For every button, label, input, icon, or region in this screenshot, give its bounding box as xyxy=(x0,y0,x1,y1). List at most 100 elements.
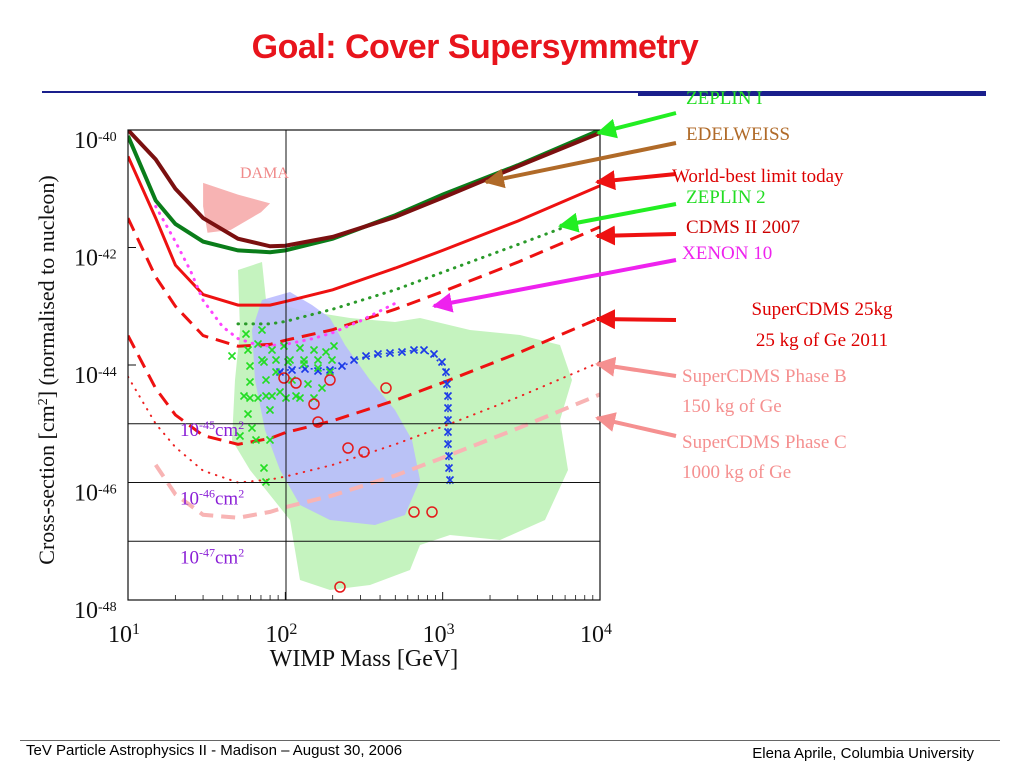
blue-cross-marker xyxy=(437,357,447,367)
arrow-supercdms25 xyxy=(595,309,677,330)
blue-cross-marker xyxy=(337,361,347,371)
arrow-xenon10 xyxy=(432,258,677,313)
red-circle-marker xyxy=(324,374,336,386)
legend-cdms2007: CDMS II 2007 xyxy=(686,217,800,238)
red-circle-marker xyxy=(290,377,302,389)
blue-cross-marker xyxy=(444,463,454,473)
green-cross-marker xyxy=(261,375,271,385)
green-cross-marker xyxy=(267,345,277,355)
blue-cross-marker xyxy=(443,403,453,413)
blue-cross-marker xyxy=(349,355,359,365)
green-cross-marker xyxy=(247,423,257,433)
green-cross-marker xyxy=(325,367,335,377)
red-circle-marker xyxy=(308,398,320,410)
series-line-zeplin-2 xyxy=(236,225,567,326)
model-region-blue xyxy=(252,292,420,525)
arrow-zeplin2 xyxy=(558,202,677,233)
series-line-edelweiss xyxy=(128,130,600,249)
blue-cross-marker xyxy=(443,415,453,425)
green-cross-marker xyxy=(303,379,313,389)
slide-title: Goal: Cover Supersymmetry xyxy=(251,28,699,66)
blue-cross-marker xyxy=(442,379,452,389)
dama-layer xyxy=(203,182,271,233)
series-line-zeplin-i xyxy=(128,130,600,255)
dama-label: DAMA xyxy=(240,165,289,182)
legend-phaseB-line2: 150 kg of Ge xyxy=(682,396,782,417)
arrow-edelweiss xyxy=(484,141,677,189)
footer-right: Elena Aprile, Columbia University xyxy=(752,745,974,762)
blue-cross-marker xyxy=(443,391,453,401)
legend-zeplin2: ZEPLIN 2 xyxy=(686,187,766,208)
green-cross-marker xyxy=(321,347,331,357)
model-regions xyxy=(232,262,572,590)
red-circle-marker xyxy=(278,372,290,384)
y-tick-label: 10-48 xyxy=(74,598,117,624)
y-tick-label: 10-44 xyxy=(74,363,117,389)
red-circle-marker xyxy=(334,581,346,593)
green-cross-marker xyxy=(239,391,249,401)
arrow-cdms2007 xyxy=(595,225,677,246)
green-cross-marker xyxy=(227,351,237,361)
x-tick-label: 101 xyxy=(108,621,140,649)
x-tick-label: 103 xyxy=(423,621,455,649)
blue-cross-marker xyxy=(443,427,453,437)
series-line-supercdms-25kg xyxy=(128,316,600,446)
red-circles xyxy=(278,372,438,593)
red-circle-marker xyxy=(408,506,420,518)
green-cross-marker xyxy=(235,431,245,441)
legend-phaseC-line1: SuperCDMS Phase C xyxy=(682,432,847,453)
reference-lines: 10-45cm2 10-46cm2 10-47cm2 xyxy=(128,418,600,568)
x-tick-label: 102 xyxy=(265,621,297,649)
series-line-xenon-10 xyxy=(154,204,397,348)
blue-cross-marker xyxy=(287,365,297,375)
blue-cross-marker xyxy=(313,366,323,376)
ref-label-1: 10-46cm2 xyxy=(180,487,244,510)
green-cross-marker xyxy=(265,435,275,445)
y-tick-label: 10-42 xyxy=(74,246,117,272)
x-axis-label: WIMP Mass [GeV] xyxy=(270,646,458,672)
title-rule-left xyxy=(42,91,640,93)
blue-cross-marker xyxy=(429,349,439,359)
legend-phaseB-line1: SuperCDMS Phase B xyxy=(682,366,847,387)
y-axis-label: Cross-section [cm2] (normalised to nucle… xyxy=(34,175,59,564)
green-cross-marker xyxy=(257,355,267,365)
legend-supercdms25-line2: 25 kg of Ge 2011 xyxy=(756,330,888,351)
green-cross-marker xyxy=(271,367,281,377)
ref-label-0: 10-45cm2 xyxy=(180,418,244,441)
green-cross-marker xyxy=(265,405,275,415)
green-cross-marker xyxy=(251,435,261,445)
green-cross-marker xyxy=(261,391,271,401)
green-cross-marker xyxy=(243,345,253,355)
red-circle-marker xyxy=(358,446,370,458)
region-dama xyxy=(203,182,271,233)
green-cross-marker xyxy=(271,355,281,365)
series-line-cdms-ii-2007 xyxy=(128,217,600,348)
legend-arrows xyxy=(432,111,677,438)
green-cross-marker xyxy=(313,355,323,365)
series-layer xyxy=(128,130,600,520)
blue-cross-marker xyxy=(397,347,407,357)
blue-cross-marker xyxy=(325,365,335,375)
arrow-world-best xyxy=(595,170,677,191)
footer-left: TeV Particle Astrophysics II - Madison –… xyxy=(26,742,403,759)
blue-cross-marker xyxy=(444,451,454,461)
green-cross-marker xyxy=(317,383,327,393)
green-cross-marker xyxy=(299,355,309,365)
blue-cross-marker xyxy=(419,345,429,355)
blue-cross-marker xyxy=(373,349,383,359)
green-cross-marker xyxy=(295,393,305,403)
blue-cross-marker xyxy=(385,348,395,358)
footer-rule xyxy=(20,740,1000,741)
legend-edelweiss: EDELWEISS xyxy=(686,124,790,145)
blue-cross-marker xyxy=(409,345,419,355)
ref-label-2: 10-47cm2 xyxy=(180,545,244,568)
green-cross-marker xyxy=(329,341,339,351)
series-line-world-best-limit-today xyxy=(128,155,600,307)
green-cross-marker xyxy=(275,387,285,397)
title-rule-right xyxy=(638,91,986,96)
legend-supercdms25-line1: SuperCDMS 25kg xyxy=(752,299,893,320)
arrow-zeplin1 xyxy=(596,111,677,139)
green-cross-marker xyxy=(313,363,323,373)
legend-xenon10: XENON 10 xyxy=(682,243,772,264)
legend-world-best: World-best limit today xyxy=(672,166,844,187)
